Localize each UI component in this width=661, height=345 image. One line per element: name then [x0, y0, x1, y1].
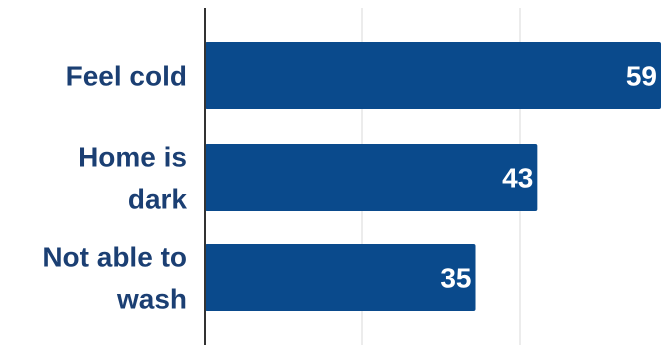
category-label: wash: [116, 284, 187, 315]
category-label: dark: [128, 184, 188, 215]
value-label: 43: [502, 163, 533, 194]
bar: [205, 244, 476, 311]
category-label: Home is: [78, 142, 187, 173]
category-labels: Feel cold Home is dark Not able to wash: [42, 61, 187, 315]
category-label: Feel cold: [66, 61, 187, 92]
bars: [205, 42, 661, 311]
value-label: 59: [626, 61, 657, 92]
value-label: 35: [440, 263, 471, 294]
value-labels: 59 43 35: [440, 61, 657, 294]
bar: [205, 42, 661, 109]
category-label: Not able to: [42, 242, 187, 273]
bar: [205, 144, 538, 211]
